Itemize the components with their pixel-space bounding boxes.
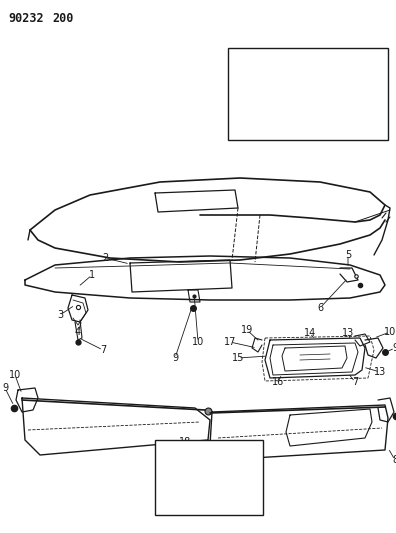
Text: 4: 4 (75, 327, 81, 337)
Text: 12: 12 (375, 122, 387, 132)
Text: 17: 17 (224, 337, 236, 347)
Text: 7: 7 (187, 465, 193, 475)
Text: 15: 15 (232, 353, 244, 363)
Text: 14: 14 (246, 122, 258, 132)
Bar (155, 440, 263, 515)
Text: 3: 3 (57, 310, 63, 320)
Text: 5: 5 (345, 250, 351, 260)
Text: 9: 9 (392, 343, 396, 353)
Text: 19: 19 (241, 325, 253, 335)
Text: 9: 9 (2, 383, 8, 393)
Text: 14: 14 (304, 328, 316, 338)
Text: 13: 13 (374, 367, 386, 377)
Text: 16: 16 (272, 377, 284, 387)
Text: 10: 10 (384, 327, 396, 337)
Text: 13: 13 (342, 328, 354, 338)
Text: 18: 18 (179, 437, 191, 447)
Text: 6: 6 (317, 303, 323, 313)
Text: 8: 8 (392, 455, 396, 465)
Text: 7: 7 (352, 377, 358, 387)
Text: 90232: 90232 (8, 12, 44, 25)
Bar (228, 48, 388, 140)
Text: 200: 200 (52, 12, 73, 25)
Text: 11: 11 (238, 63, 250, 73)
Text: 7: 7 (100, 345, 106, 355)
Text: 10: 10 (9, 370, 21, 380)
Text: 2: 2 (102, 253, 108, 263)
Text: 1: 1 (89, 270, 95, 280)
Text: 10: 10 (192, 337, 204, 347)
Text: 9: 9 (172, 353, 178, 363)
